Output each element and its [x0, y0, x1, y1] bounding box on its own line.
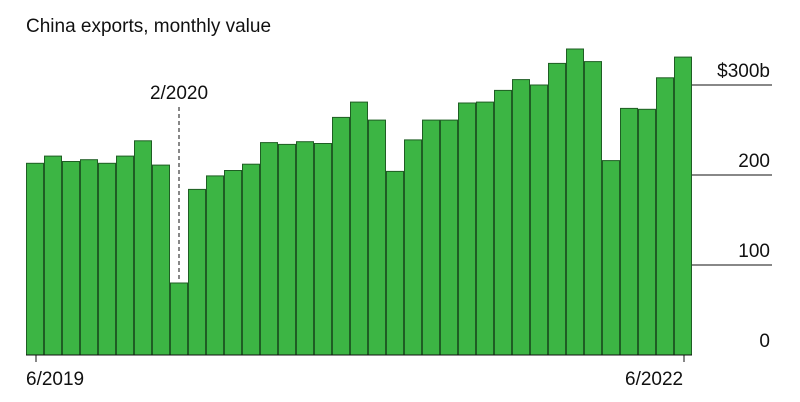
gridlines	[692, 84, 772, 266]
y-tick-label: 100	[738, 241, 770, 262]
y-tick-label: $300b	[717, 61, 770, 82]
bar	[620, 107, 638, 356]
chart-title: China exports, monthly value	[26, 16, 271, 37]
bar	[260, 142, 278, 356]
bar	[80, 159, 98, 356]
bar	[44, 155, 62, 356]
bar	[512, 79, 530, 356]
bar	[314, 143, 332, 356]
bar	[404, 139, 422, 356]
bar	[170, 282, 188, 356]
bar	[422, 119, 440, 356]
bar	[152, 164, 170, 356]
bar	[476, 101, 494, 356]
bar	[548, 62, 566, 356]
bar	[638, 108, 656, 356]
bar	[188, 188, 206, 356]
bars	[26, 48, 692, 356]
bar	[566, 48, 584, 356]
y-tick-label: 0	[759, 331, 770, 352]
bar	[224, 170, 242, 356]
bar	[584, 61, 602, 356]
bar	[602, 160, 620, 356]
bar	[26, 162, 44, 356]
bar	[296, 141, 314, 356]
bar	[206, 175, 224, 356]
bar	[458, 102, 476, 356]
bar	[656, 77, 674, 356]
y-tick-label: 200	[738, 151, 770, 172]
bar	[62, 161, 80, 356]
bar	[530, 84, 548, 356]
bar	[494, 89, 512, 356]
bar	[674, 56, 692, 356]
bar	[440, 119, 458, 356]
bar	[242, 163, 260, 356]
bar	[368, 119, 386, 356]
bar	[278, 143, 296, 356]
annotation-label: 2/2020	[150, 83, 208, 104]
bar	[332, 116, 350, 356]
bar	[386, 170, 404, 356]
bar	[98, 162, 116, 356]
annotation: 2/2020	[150, 83, 208, 279]
bar	[350, 101, 368, 356]
y-axis: 0 100 200 $300b	[717, 61, 770, 352]
x-label-start: 6/2019	[26, 369, 84, 390]
bar	[134, 140, 152, 356]
x-label-end: 6/2022	[625, 369, 683, 390]
bar	[116, 155, 134, 356]
